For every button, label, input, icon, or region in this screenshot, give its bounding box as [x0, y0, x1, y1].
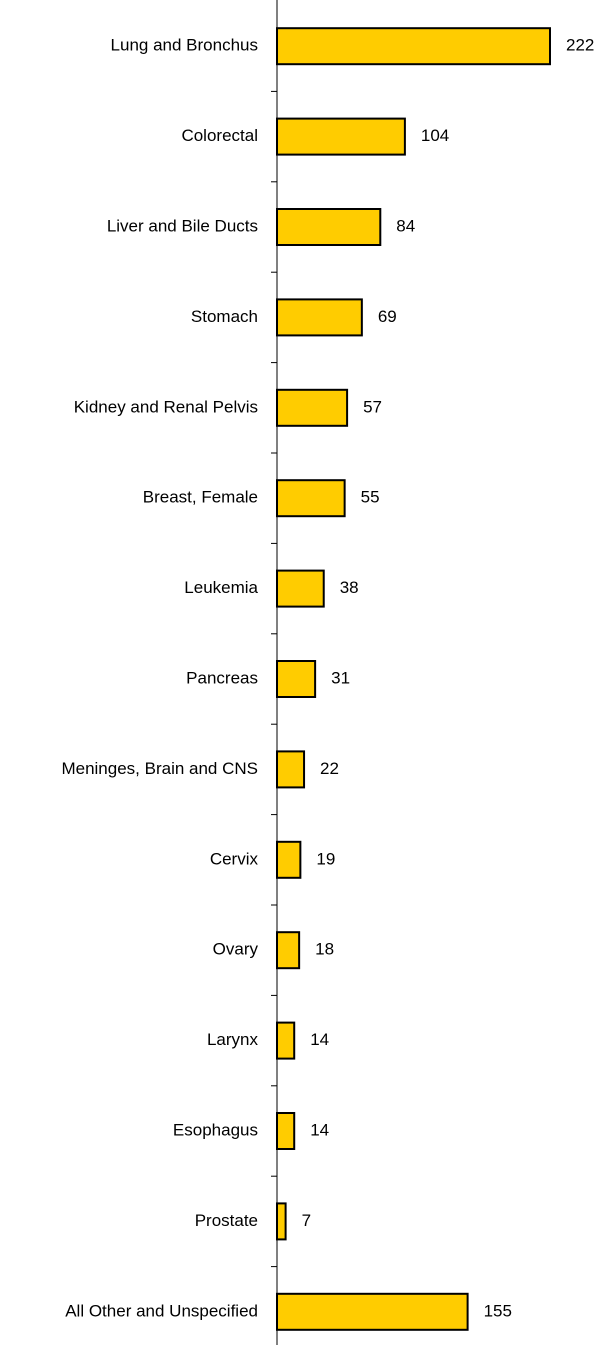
category-label: Colorectal: [181, 126, 258, 145]
value-label: 14: [310, 1030, 329, 1049]
category-label: Lung and Bronchus: [111, 36, 258, 55]
bar: [276, 569, 325, 608]
bar: [276, 1202, 287, 1241]
value-label: 55: [361, 488, 380, 507]
category-label: Ovary: [213, 940, 259, 959]
value-label: 57: [363, 397, 382, 416]
value-label: 104: [421, 126, 449, 145]
value-label: 222: [566, 36, 594, 55]
category-label: Liver and Bile Ducts: [107, 216, 258, 235]
category-label: Meninges, Brain and CNS: [61, 759, 258, 778]
value-label: 19: [316, 849, 335, 868]
bar: [276, 750, 306, 789]
category-label: Stomach: [191, 307, 258, 326]
value-label: 38: [340, 578, 359, 597]
bar: [276, 840, 302, 879]
category-label: Esophagus: [173, 1120, 258, 1139]
value-label: 22: [320, 759, 339, 778]
bar: [276, 1112, 296, 1150]
value-label: 31: [331, 668, 350, 687]
bar: [276, 1292, 469, 1331]
value-label: 18: [315, 940, 334, 959]
value-label: 155: [484, 1301, 512, 1320]
bar: [276, 298, 363, 337]
bar: [276, 931, 301, 970]
category-label: Cervix: [210, 849, 259, 868]
category-label: Kidney and Renal Pelvis: [74, 397, 258, 416]
category-label: Pancreas: [186, 668, 258, 687]
value-label: 84: [396, 216, 415, 235]
value-label: 69: [378, 307, 397, 326]
value-label: 7: [302, 1211, 311, 1230]
bar: [276, 27, 551, 66]
category-label: Breast, Female: [143, 488, 258, 507]
bar: [276, 117, 406, 156]
bar: [276, 660, 317, 698]
category-label: Prostate: [195, 1211, 258, 1230]
bar: [276, 208, 382, 246]
bar: [276, 479, 346, 518]
category-label: All Other and Unspecified: [65, 1301, 258, 1320]
category-label: Larynx: [207, 1030, 259, 1049]
bar: [276, 388, 349, 427]
value-label: 14: [310, 1120, 329, 1139]
bar: [276, 1021, 296, 1060]
category-label: Leukemia: [184, 578, 258, 597]
